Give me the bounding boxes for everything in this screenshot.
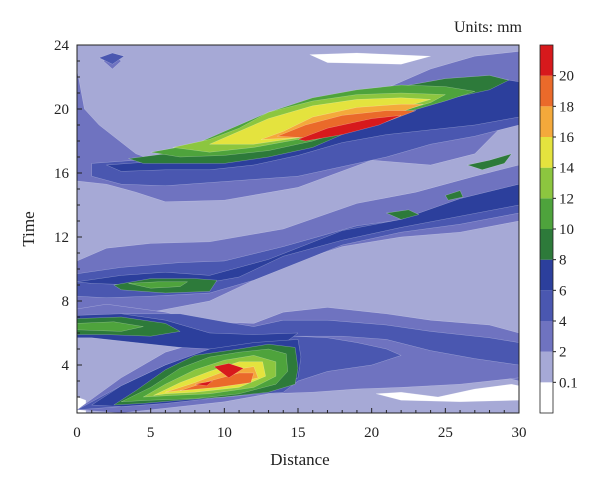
colorbar-swatch [540,45,553,76]
contour-region-1 [309,52,431,65]
contour-region-39 [194,380,213,386]
colorbar: 0.1 2 4 6 8 10 12 14 16 18 20 [539,44,578,414]
contour-region-13 [98,52,125,65]
contour-region-38 [213,363,244,378]
colorbar-tick-label: 20 [559,69,574,85]
colorbar-tick-label: 0.1 [559,375,578,391]
x-axis: 0 5 10 15 20 25 30 [73,408,527,441]
contour-layer [77,45,519,413]
colorbar-tick-label: 18 [559,99,574,115]
y-tick-label: 24 [54,38,70,54]
x-tick-label: 20 [364,425,379,441]
colorbar-tick-label: 16 [559,130,575,146]
contour-region-10 [77,187,519,298]
colorbar-swatch [540,198,553,229]
contour-region-23 [445,190,464,201]
units-note: Units: mm [454,19,523,36]
colorbar-tick-label: 12 [559,191,574,207]
y-axis: 4 8 12 16 20 24 [54,38,82,398]
contour-region-2 [375,384,519,402]
contour-region-22 [467,153,512,170]
colorbar-tick-label: 14 [559,161,575,177]
x-tick-label: 15 [291,425,306,441]
contour-region-37 [297,115,402,142]
colorbar-swatch [540,106,553,137]
colorbar-swatch [540,229,553,260]
x-tick-label: 0 [73,425,81,441]
colorbar-swatch [540,290,553,321]
colorbar-swatch [540,321,553,352]
colorbar-swatch [540,382,553,413]
colorbar-tick-label: 2 [559,345,567,361]
x-tick-label: 25 [438,425,453,441]
contour-region-36 [179,372,254,391]
contour-region-27 [77,321,144,332]
y-axis-label: Time [19,211,38,246]
y-tick-label: 8 [62,294,70,310]
colorbar-tick-label: 6 [559,283,567,299]
colorbar-swatch [540,137,553,168]
x-tick-label: 30 [512,425,527,441]
colorbar-swatch [540,75,553,107]
x-tick-label: 10 [217,425,232,441]
y-tick-label: 20 [54,102,69,118]
contour-region-26 [128,281,188,289]
colorbar-tick-label: 8 [559,253,567,269]
y-tick-label: 4 [62,358,70,374]
y-tick-label: 12 [54,230,69,246]
contour-region-24 [386,209,419,220]
colorbar-swatch [540,351,553,383]
x-axis-label: Distance [270,450,329,469]
colorbar-tick-label: 10 [559,222,574,238]
y-tick-label: 16 [54,166,70,182]
x-tick-label: 5 [147,425,155,441]
colorbar-swatch [540,167,553,199]
colorbar-swatch [540,259,553,291]
colorbar-tick-label: 4 [559,314,567,330]
